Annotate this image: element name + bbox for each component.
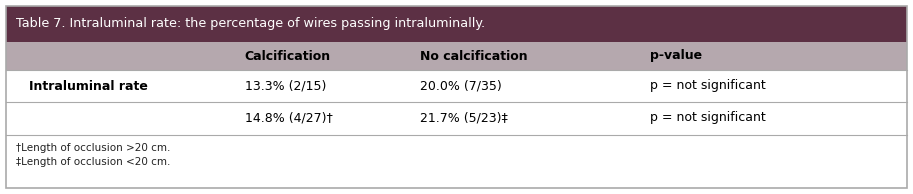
Bar xyxy=(6,136,907,188)
Bar xyxy=(6,70,907,102)
Bar xyxy=(6,6,907,42)
Text: 20.0% (7/35): 20.0% (7/35) xyxy=(421,80,502,93)
Text: 13.3% (2/15): 13.3% (2/15) xyxy=(245,80,326,93)
Bar xyxy=(6,102,907,134)
Text: †Length of occlusion >20 cm.: †Length of occlusion >20 cm. xyxy=(16,143,171,153)
Text: Intraluminal rate: Intraluminal rate xyxy=(28,80,147,93)
Text: 21.7% (5/23)‡: 21.7% (5/23)‡ xyxy=(421,112,509,125)
Text: 14.8% (4/27)†: 14.8% (4/27)† xyxy=(245,112,332,125)
Text: No calcification: No calcification xyxy=(421,49,528,62)
Bar xyxy=(6,42,907,70)
Text: p-value: p-value xyxy=(650,49,702,62)
Text: p = not significant: p = not significant xyxy=(650,112,766,125)
Text: ‡Length of occlusion <20 cm.: ‡Length of occlusion <20 cm. xyxy=(16,157,171,167)
Text: Table 7. Intraluminal rate: the percentage of wires passing intraluminally.: Table 7. Intraluminal rate: the percenta… xyxy=(16,17,485,30)
Text: p = not significant: p = not significant xyxy=(650,80,766,93)
Text: Calcification: Calcification xyxy=(245,49,331,62)
